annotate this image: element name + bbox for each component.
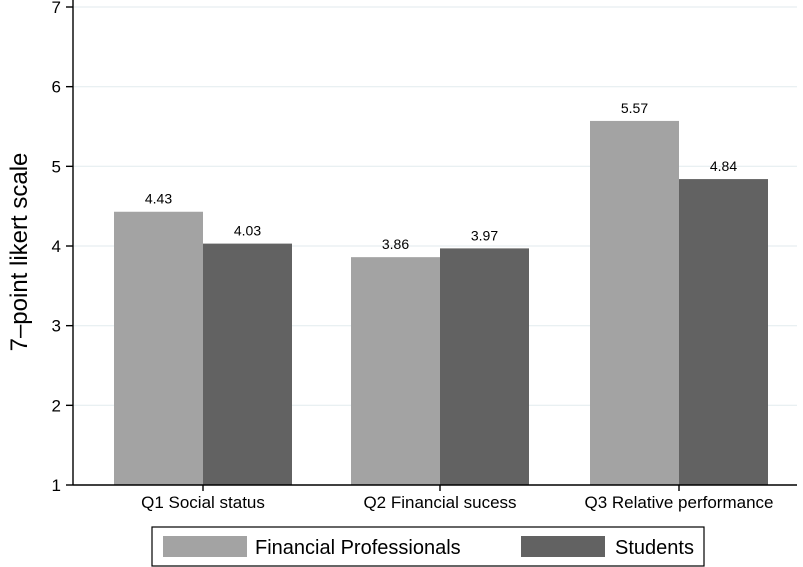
data-label: 5.57 [621, 100, 648, 116]
data-label: 4.84 [710, 158, 737, 174]
bar-students [203, 243, 292, 485]
data-label: 3.86 [382, 236, 409, 252]
y-tick-label: 6 [52, 78, 61, 97]
y-axis-title: 7–point likert scale [6, 153, 33, 352]
y-tick-label: 2 [52, 396, 61, 415]
y-tick-label: 1 [52, 476, 61, 495]
y-tick-label: 7 [52, 0, 61, 17]
bar-financial-professionals [351, 257, 440, 485]
bar-students [440, 248, 529, 485]
category-label: Q3 Relative performance [585, 493, 774, 512]
legend-label: Financial Professionals [255, 537, 461, 559]
legend: Financial Professionals Students [151, 526, 705, 567]
data-label: 4.03 [234, 223, 261, 239]
bar-financial-professionals [590, 120, 679, 485]
bars: 4.43 4.03 3.86 3.97 5.57 4.84 [114, 100, 768, 485]
y-tick-label: 5 [52, 157, 61, 176]
bar-students [679, 179, 768, 485]
y-tick-label: 4 [52, 237, 61, 256]
category-label: Q2 Financial sucess [363, 493, 516, 512]
data-label: 3.97 [471, 227, 498, 243]
axes: Q1 Social status Q2 Financial sucess Q3 Re… [52, 0, 797, 512]
legend-swatch-financial-professionals [163, 536, 247, 557]
legend-swatch-students [521, 536, 605, 557]
legend-label: Students [615, 537, 694, 559]
bar-financial-professionals [114, 211, 203, 485]
y-tick-label: 3 [52, 317, 61, 336]
data-label: 4.43 [145, 191, 172, 207]
category-label: Q1 Social status [141, 493, 265, 512]
